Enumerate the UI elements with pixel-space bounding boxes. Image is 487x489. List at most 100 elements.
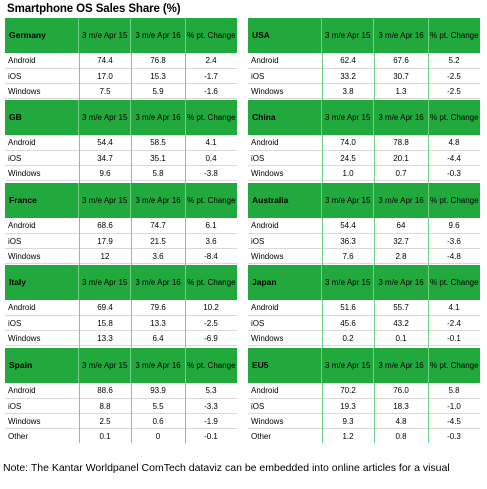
table-row: iOS 17.0 15.3 -1.7	[5, 68, 237, 83]
os-label: iOS	[8, 236, 22, 246]
value-apr16: 76.8	[150, 56, 166, 65]
value-apr16: 3.6	[152, 251, 164, 261]
value-change: 5.3	[205, 386, 217, 395]
value-change: -2.4	[447, 318, 461, 328]
column-header: 3 m/e Apr 15	[78, 100, 130, 135]
value-apr15: 45.6	[340, 318, 356, 328]
table-header: EU5 3 m/e Apr 15 3 m/e Apr 16% pt. Change	[248, 348, 480, 383]
column-divider	[185, 135, 186, 195]
column-divider	[131, 300, 132, 360]
os-label: Android	[8, 138, 36, 147]
column-divider	[322, 53, 323, 113]
table-row: Android 54.4 58.5 4.1	[5, 135, 237, 150]
value-apr16: 93.9	[150, 386, 166, 395]
value-apr15: 0.2	[342, 333, 354, 343]
column-header: % pt. Change	[427, 183, 480, 218]
value-apr16: 76.0	[393, 386, 409, 395]
value-apr16: 6.4	[152, 333, 164, 343]
table-header: USA 3 m/e Apr 15 3 m/e Apr 16% pt. Change	[248, 18, 480, 53]
column-divider	[185, 218, 186, 278]
country-name: Japan	[252, 277, 277, 287]
column-header: % pt. Change	[184, 100, 237, 135]
table-row: Windows 12 3.6 -8.4	[5, 248, 237, 263]
table-row: iOS 19.3 18.3 -1.0	[248, 398, 480, 413]
os-label: Android	[8, 386, 36, 395]
table-header: GB 3 m/e Apr 15 3 m/e Apr 16% pt. Change	[5, 100, 237, 135]
column-divider	[428, 383, 429, 443]
table-body: Android 70.2 76.0 5.8 iOS 19.3 18.3 -1.0 Windows…	[248, 383, 480, 443]
value-apr15: 13.3	[97, 333, 113, 343]
column-divider	[79, 383, 80, 443]
column-header: 3 m/e Apr 15	[321, 265, 373, 300]
os-label: Windows	[251, 416, 284, 426]
column-divider	[79, 218, 80, 278]
os-label: iOS	[251, 401, 265, 411]
column-header: 3 m/e Apr 15	[321, 100, 373, 135]
table-header: France 3 m/e Apr 15 3 m/e Apr 16% pt. Chan…	[5, 183, 237, 218]
value-apr15: 9.3	[342, 416, 354, 426]
value-change: 4.1	[205, 138, 217, 147]
os-label: Android	[8, 303, 36, 312]
value-change: -0.3	[447, 168, 461, 178]
country-name: Australia	[252, 195, 289, 205]
country-name: China	[252, 112, 276, 122]
value-apr15: 12	[100, 251, 110, 261]
footnote: Note: The Kantar Worldpanel ComTech data…	[3, 462, 450, 474]
column-header: 3 m/e Apr 16	[130, 100, 184, 135]
column-divider	[428, 53, 429, 113]
value-apr15: 17.9	[97, 236, 113, 246]
table-row: Windows 13.3 6.4 -6.9	[5, 330, 237, 345]
os-label: Windows	[251, 168, 284, 178]
column-divider	[322, 218, 323, 278]
os-label: Other	[251, 431, 272, 441]
value-apr16: 21.5	[150, 236, 166, 246]
country-table: Germany 3 m/e Apr 15 3 m/e Apr 16% pt. Cha…	[5, 18, 237, 113]
value-change: -0.1	[204, 431, 218, 441]
column-divider	[428, 300, 429, 360]
column-header: 3 m/e Apr 16	[373, 100, 427, 135]
column-header: 3 m/e Apr 15	[321, 18, 373, 53]
value-apr15: 15.8	[97, 318, 113, 328]
column-header: 3 m/e Apr 16	[130, 18, 184, 53]
value-change: 3.6	[205, 236, 217, 246]
table-row: Other 1.2 0.8 -0.3	[248, 428, 480, 443]
table-row: Android 74.0 78.8 4.8	[248, 135, 480, 150]
table-row: Android 62.4 67.6 5.2	[248, 53, 480, 68]
value-apr16: 4.8	[395, 416, 407, 426]
value-apr15: 51.6	[340, 303, 356, 312]
table-header: Italy 3 m/e Apr 15 3 m/e Apr 16% pt. Chang…	[5, 265, 237, 300]
table-row: Windows 7.6 2.8 -4.8	[248, 248, 480, 263]
table-row: iOS 33.2 30.7 -2.5	[248, 68, 480, 83]
country-name: GB	[9, 112, 22, 122]
os-label: iOS	[251, 318, 265, 328]
column-divider	[79, 53, 80, 113]
value-change: 0.4	[205, 153, 217, 163]
country-table: Spain 3 m/e Apr 15 3 m/e Apr 16% pt. Chang…	[5, 348, 237, 443]
value-apr16: 5.5	[152, 401, 164, 411]
value-change: 4.1	[448, 303, 460, 312]
country-table: China 3 m/e Apr 15 3 m/e Apr 16% pt. Chang…	[248, 100, 480, 195]
country-name: EU5	[252, 360, 269, 370]
value-apr15: 74.0	[340, 138, 356, 147]
value-apr16: 0.1	[395, 333, 407, 343]
table-header: Japan 3 m/e Apr 15 3 m/e Apr 16% pt. Chang…	[248, 265, 480, 300]
column-divider	[185, 53, 186, 113]
os-label: Android	[251, 386, 279, 395]
column-divider	[131, 135, 132, 195]
value-apr16: 0	[155, 431, 161, 441]
column-divider	[185, 300, 186, 360]
value-apr15: 54.4	[340, 221, 356, 230]
value-apr16: 30.7	[393, 71, 409, 81]
country-table: Italy 3 m/e Apr 15 3 m/e Apr 16% pt. Chang…	[5, 265, 237, 360]
os-label: iOS	[8, 401, 22, 411]
value-change: 6.1	[205, 221, 217, 230]
value-change: -3.6	[447, 236, 461, 246]
column-header: 3 m/e Apr 16	[130, 348, 184, 383]
value-change: -2.5	[447, 86, 461, 96]
column-header: 3 m/e Apr 15	[321, 348, 373, 383]
column-divider	[79, 300, 80, 360]
os-label: Android	[8, 56, 36, 65]
value-apr15: 8.8	[99, 401, 111, 411]
os-label: iOS	[8, 153, 22, 163]
table-header: Spain 3 m/e Apr 15 3 m/e Apr 16% pt. Chang…	[5, 348, 237, 383]
